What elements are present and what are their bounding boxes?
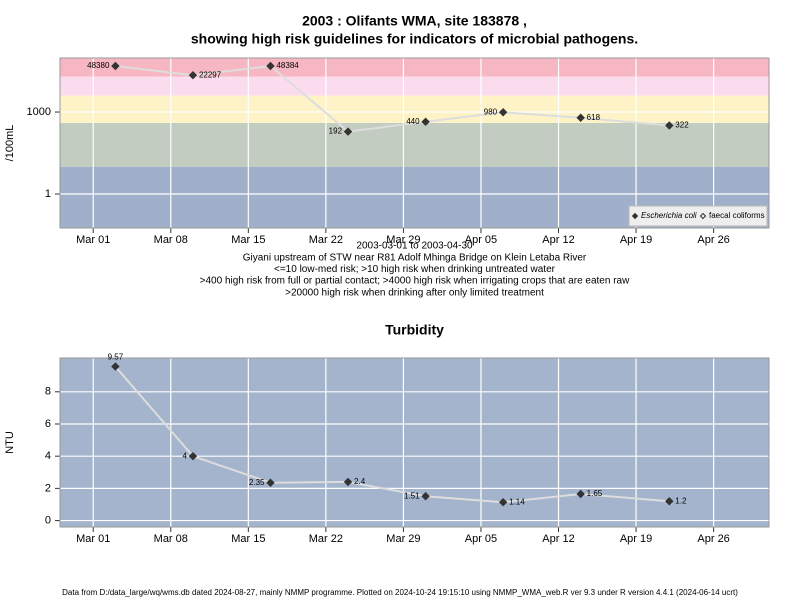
data-point (665, 497, 674, 506)
x-tick-label: Mar 22 (309, 234, 343, 246)
value-label: 2.4 (354, 477, 366, 486)
x-tick-label: Mar 01 (76, 533, 110, 545)
x-tick-label: Mar 01 (76, 234, 110, 246)
value-label: 1.2 (675, 496, 687, 505)
x-tick-label: Apr 12 (542, 234, 574, 246)
y-tick-label: 6 (45, 418, 51, 430)
data-point (421, 492, 430, 501)
chart-note: >20000 high risk when drinking after onl… (285, 287, 544, 298)
data-point (343, 477, 353, 487)
value-label: 980 (484, 107, 498, 116)
chart-note: 2003-03-01 to 2003-04-30 (356, 241, 473, 252)
x-tick-label: Apr 19 (620, 533, 652, 545)
data-point (498, 498, 508, 507)
data-point (188, 451, 198, 461)
x-tick-label: Mar 15 (231, 533, 265, 545)
data-point (111, 61, 120, 71)
y-axis-label: /100mL (4, 125, 16, 162)
chart-note: Giyani upstream of STW near R81 Adolf Mh… (243, 252, 587, 263)
data-point (266, 478, 275, 487)
x-tick-label: Apr 26 (697, 533, 729, 545)
chart-note: <=10 low-med risk; >10 high risk when dr… (274, 264, 556, 275)
y-tick-label: 4 (45, 450, 51, 462)
x-tick-label: Mar 29 (386, 533, 420, 545)
series-line (115, 64, 670, 133)
value-label: 1.51 (404, 491, 420, 500)
x-tick-label: Mar 08 (154, 533, 188, 545)
value-label: 2.35 (249, 478, 265, 487)
y-tick-label: 8 (45, 386, 51, 398)
legend-label: faecal coliforms (709, 211, 765, 220)
data-point (498, 108, 508, 117)
plot-frame (59, 57, 770, 229)
x-tick-label: Mar 15 (231, 234, 265, 246)
value-label: 618 (587, 113, 601, 122)
risk-band (60, 76, 769, 96)
series-line (114, 365, 670, 504)
data-point (576, 489, 585, 499)
value-label: 22297 (199, 70, 222, 79)
data-point (576, 113, 585, 122)
value-label: 48384 (276, 61, 299, 70)
value-label: 322 (675, 121, 689, 130)
value-label: 9.57 (108, 353, 124, 362)
risk-band (60, 58, 769, 77)
data-point (343, 127, 353, 136)
x-tick-label: Apr 19 (620, 234, 652, 246)
value-label: 192 (329, 127, 343, 136)
value-label: 4 (182, 451, 187, 460)
data-point (111, 362, 120, 371)
x-tick-label: Apr 12 (542, 533, 574, 545)
x-tick-label: Mar 08 (154, 234, 188, 246)
data-point (188, 70, 198, 80)
x-tick-label: Apr 05 (465, 533, 497, 545)
data-point (266, 61, 275, 71)
value-label: 1.14 (509, 497, 525, 506)
x-tick-label: Apr 26 (697, 234, 729, 246)
chart-title: showing high risk guidelines for indicat… (191, 31, 638, 47)
data-point (665, 121, 674, 130)
risk-band (60, 95, 769, 123)
x-tick-label: Apr 05 (465, 234, 497, 246)
chart-note: >400 high risk from full or partial cont… (200, 276, 630, 287)
x-tick-label: Mar 22 (309, 533, 343, 545)
plot-frame (59, 357, 770, 528)
chart-title: Turbidity (385, 322, 444, 338)
y-tick-label: 0 (45, 514, 51, 526)
y-axis-label: NTU (4, 431, 16, 454)
footer: Data from D:/data_large/wq/wms.db dated … (62, 588, 738, 597)
value-label: 48380 (87, 61, 110, 70)
value-label: 440 (406, 117, 420, 126)
legend-label: Escherichia coli (641, 211, 697, 220)
legend-marker (631, 212, 639, 220)
y-tick-label: 1 (45, 188, 51, 200)
y-tick-label: 1000 (27, 106, 51, 118)
x-tick-label: Mar 29 (386, 234, 420, 246)
risk-band (60, 122, 769, 167)
y-tick-label: 2 (45, 482, 51, 494)
value-label: 1.65 (587, 489, 603, 498)
legend-box (628, 205, 768, 227)
legend-marker (699, 212, 707, 220)
chart-title: 2003 : Olifants WMA, site 183878 , (302, 13, 527, 29)
data-point (421, 117, 430, 126)
